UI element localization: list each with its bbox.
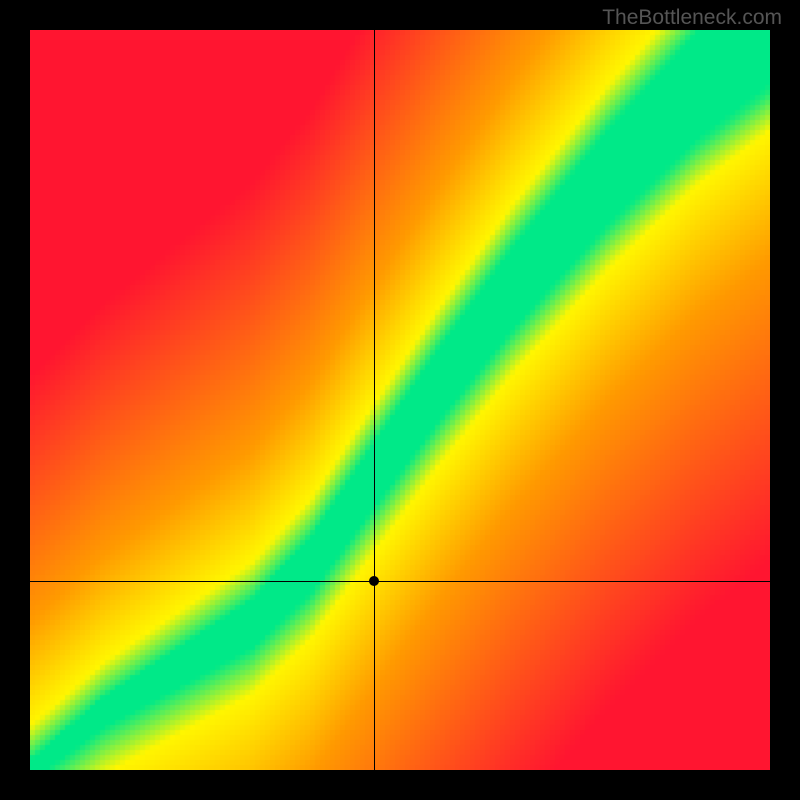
crosshair-horizontal	[30, 581, 770, 582]
chart-container: TheBottleneck.com	[0, 0, 800, 800]
crosshair-vertical	[374, 30, 375, 770]
heatmap-canvas	[30, 30, 770, 770]
marker-dot	[369, 576, 379, 586]
plot-area	[30, 30, 770, 770]
watermark-text: TheBottleneck.com	[602, 6, 782, 30]
